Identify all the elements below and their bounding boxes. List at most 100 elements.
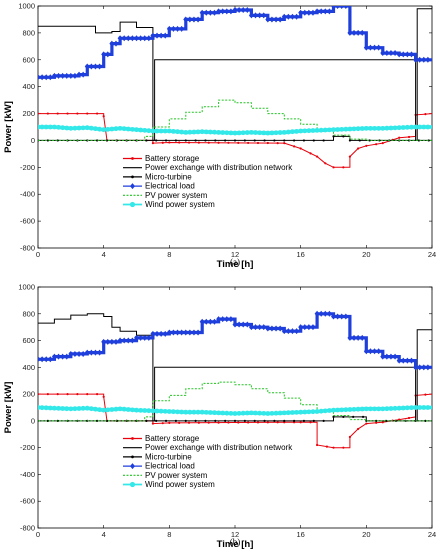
data-point [38, 393, 40, 396]
data-point [421, 405, 427, 410]
data-point [380, 353, 386, 360]
data-point [142, 35, 148, 42]
data-point [342, 135, 345, 138]
data-point [46, 393, 49, 396]
chart-panel-0: -800 -600 -400 -200 0 200 400 600 800 1000 0 4 8 12 16… [3, 2, 436, 271]
data-point [253, 324, 259, 331]
data-point [314, 8, 320, 15]
data-point [310, 128, 316, 133]
data-point [216, 8, 222, 15]
data-point [39, 405, 45, 411]
x-tick-label: 0 [36, 530, 40, 539]
data-point [244, 7, 250, 14]
data-point [253, 410, 258, 416]
data-point [203, 129, 209, 135]
data-point [312, 419, 315, 422]
data-point [92, 349, 98, 356]
data-point [207, 318, 213, 325]
y-tick-label: 200 [22, 390, 35, 399]
data-point [145, 419, 148, 422]
data-point [331, 127, 336, 133]
data-point [161, 141, 164, 144]
x-tick-label: 4 [102, 530, 106, 539]
x-tick-label: 0 [36, 250, 40, 259]
data-point [404, 357, 410, 364]
data-point [363, 348, 369, 355]
data-point [257, 130, 263, 136]
data-point [179, 329, 185, 336]
data-point [220, 8, 226, 15]
y-tick-label: -800 [20, 524, 35, 533]
data-point [400, 51, 406, 58]
data-point [417, 139, 420, 142]
data-point [331, 6, 336, 9]
data-point [298, 409, 304, 415]
data-point [92, 63, 98, 70]
data-point [109, 40, 115, 47]
data-point [117, 337, 123, 344]
data-point [207, 129, 213, 135]
data-point [351, 334, 357, 341]
data-point [151, 142, 155, 145]
data-point [76, 393, 79, 396]
data-point [256, 141, 260, 145]
data-point [211, 318, 217, 325]
data-point [253, 130, 258, 135]
data-point [368, 125, 373, 131]
legend-box [120, 154, 302, 216]
data-point [113, 406, 119, 412]
data-point [240, 410, 246, 416]
series-1 [38, 313, 432, 422]
data-point [105, 407, 111, 413]
data-point [224, 8, 230, 15]
data-point [134, 334, 139, 341]
data-point [380, 406, 386, 412]
data-point [315, 443, 319, 447]
legend-label: Micro-turbine [145, 172, 192, 181]
data-point [326, 127, 332, 133]
data-point [375, 419, 378, 422]
data-point [413, 364, 419, 371]
data-point [38, 405, 41, 410]
data-point [102, 395, 105, 398]
data-point [174, 139, 177, 142]
data-point [220, 410, 226, 416]
data-point [269, 16, 275, 23]
data-point [363, 44, 369, 51]
data-point [170, 25, 176, 32]
data-point [194, 139, 197, 142]
data-point [199, 129, 205, 135]
data-point [347, 334, 353, 341]
data-point [228, 410, 234, 416]
data-point [312, 139, 315, 142]
y-tick-label: -400 [20, 470, 35, 479]
data-point [257, 12, 263, 19]
data-point [277, 410, 283, 416]
data-point [164, 139, 168, 142]
data-point [335, 313, 341, 320]
data-point [60, 125, 66, 131]
data-point [357, 147, 360, 150]
data-point [227, 141, 230, 144]
data-point [322, 419, 325, 422]
data-point [240, 7, 246, 14]
data-point [207, 141, 210, 144]
legend-label: PV power system [145, 471, 208, 480]
data-point [351, 406, 357, 412]
legend-marker [131, 157, 134, 160]
data-point [375, 143, 378, 146]
data-point [197, 141, 200, 144]
data-point [217, 141, 220, 144]
y-tick-label: -200 [20, 163, 35, 172]
data-point [408, 51, 414, 58]
data-point [187, 409, 193, 415]
data-point [347, 126, 353, 132]
data-point [372, 348, 378, 355]
data-point [43, 74, 49, 81]
figure-caption: (b) [230, 537, 241, 547]
data-point [302, 419, 306, 422]
data-point [409, 405, 414, 411]
data-point [232, 411, 238, 416]
data-point [129, 407, 135, 413]
data-point [134, 35, 139, 42]
